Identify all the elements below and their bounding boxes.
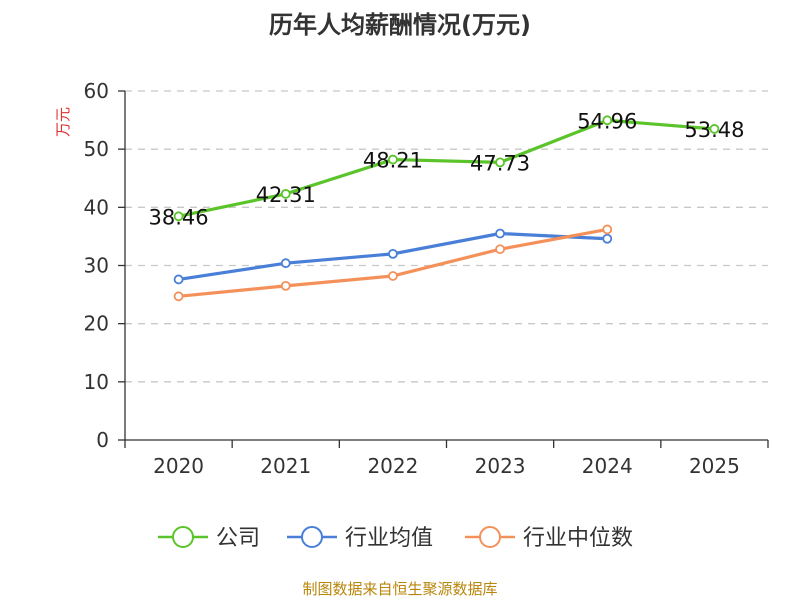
legend: 公司 行业均值 行业中位数 [158, 526, 633, 551]
y-tick-label: 20 [84, 312, 109, 336]
series-line-2 [178, 227, 608, 298]
data-point[interactable] [173, 211, 184, 222]
legend-marker [479, 526, 501, 548]
data-labels: 38.46 42.31 48.21 47.73 54.96 53.48 [149, 109, 745, 229]
y-tick-label: 60 [84, 79, 109, 103]
data-point[interactable] [495, 244, 505, 255]
data-point[interactable] [602, 115, 613, 126]
y-tick-label: 40 [84, 195, 109, 219]
y-axis-label: 万元 [54, 107, 72, 137]
data-label: 48.21 [363, 149, 423, 173]
data-point[interactable] [173, 291, 184, 302]
data-point[interactable] [280, 280, 291, 291]
legend-marker [301, 526, 323, 548]
legend-marker [172, 526, 194, 548]
chart-title: 历年人均薪酬情况(万元) [269, 11, 531, 39]
data-label: 47.73 [470, 151, 530, 175]
data-label: 42.31 [256, 183, 316, 207]
series-layer [173, 115, 720, 302]
data-point[interactable] [495, 157, 505, 168]
y-tick-label: 50 [84, 137, 109, 161]
data-label: 38.46 [149, 205, 209, 229]
axes: 0 10 20 30 40 50 60 2020 2021 2022 2023 2024 2025 [84, 79, 769, 478]
series-line-0 [178, 118, 715, 218]
data-point[interactable] [280, 188, 291, 199]
legend-label[interactable]: 公司 [216, 526, 260, 551]
x-tick-label: 2025 [689, 454, 740, 478]
data-point[interactable] [388, 248, 398, 259]
x-tick-label: 2024 [582, 454, 633, 478]
x-tick-label: 2021 [260, 454, 311, 478]
data-point[interactable] [388, 271, 398, 281]
data-point[interactable] [709, 124, 720, 134]
data-point[interactable] [388, 154, 398, 165]
x-tick-label: 2023 [475, 454, 526, 478]
grid-lines [125, 90, 768, 383]
data-point[interactable] [173, 274, 184, 285]
data-label: 54.96 [577, 109, 637, 133]
y-tick-label: 30 [84, 254, 109, 278]
legend-label[interactable]: 行业中位数 [523, 526, 633, 551]
data-label: 53.48 [684, 118, 744, 142]
data-point[interactable] [495, 228, 505, 239]
source-note: 制图数据来自恒生聚源数据库 [302, 580, 497, 598]
data-point[interactable] [280, 258, 291, 269]
x-tick-label: 2020 [153, 454, 204, 478]
x-tick-label: 2022 [367, 454, 418, 478]
y-tick-label: 0 [96, 428, 109, 452]
data-point[interactable] [602, 233, 613, 244]
y-tick-label: 10 [84, 370, 109, 394]
legend-label[interactable]: 行业均值 [345, 526, 433, 551]
data-point[interactable] [602, 224, 613, 235]
